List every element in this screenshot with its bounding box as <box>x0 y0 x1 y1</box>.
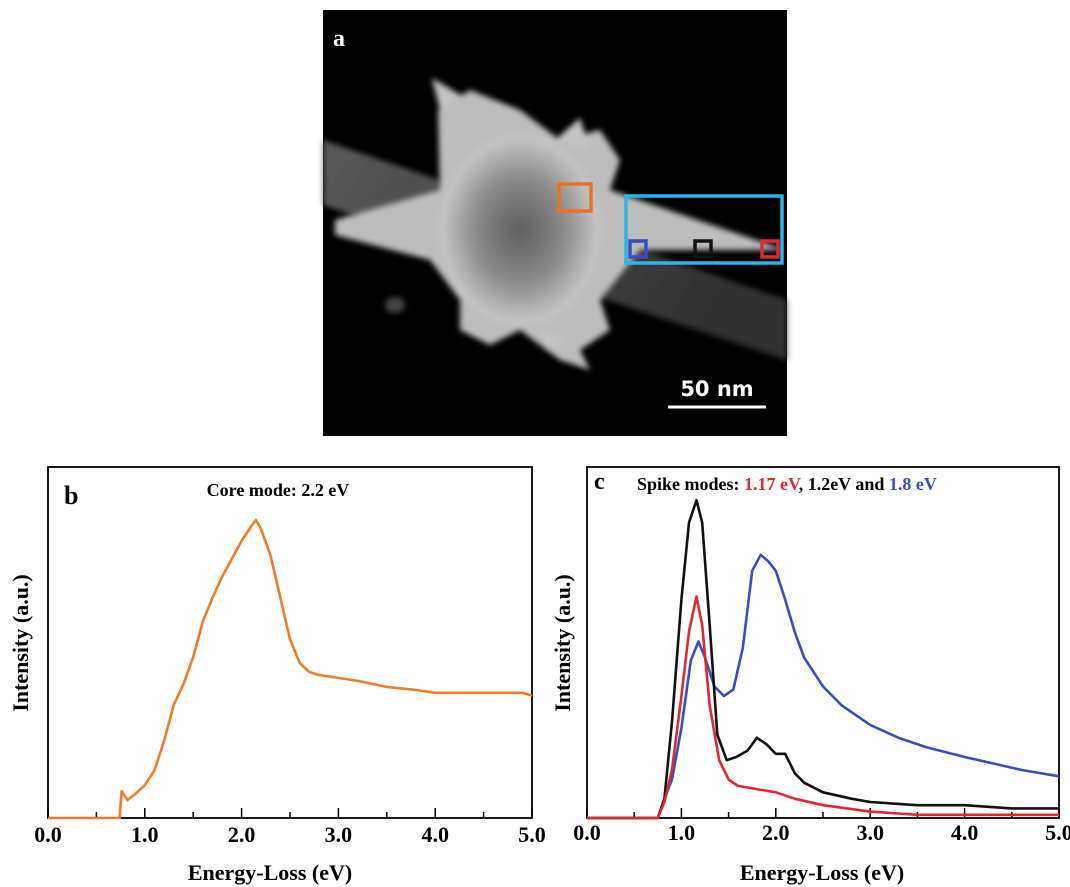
panel-b-x-ticks <box>47 808 533 818</box>
x-tick-label: 5.0 <box>1045 820 1070 845</box>
series-line-3 <box>587 595 1059 820</box>
x-tick-label: 2.0 <box>228 822 256 847</box>
panel-a-label: a <box>333 26 345 52</box>
x-tick-label: 0.0 <box>34 822 62 847</box>
x-tick-label: 1.0 <box>131 822 159 847</box>
scale-bar-label: 50 nm <box>680 377 753 401</box>
panel-b-chart: 0.0 1.0 2.0 3.0 4.0 5.0 b Core mode: 2.2 eV E… <box>8 466 546 885</box>
panel-c-title-part-1: Spike modes: <box>637 474 744 494</box>
panel-b-x-axis-label: Energy-Loss (eV) <box>188 860 352 885</box>
x-tick-label: 5.0 <box>518 822 546 847</box>
x-tick-label: 3.0 <box>856 820 884 845</box>
panel-a-image: 50 nm a <box>323 10 787 436</box>
core-region-box <box>557 182 593 213</box>
x-tick-label: 3.0 <box>325 822 353 847</box>
panel-c-title-part-2: 1.17 eV <box>744 474 801 494</box>
series-line-1 <box>587 553 1060 820</box>
series-line-1 <box>48 518 533 820</box>
panel-c-series <box>587 498 1060 820</box>
x-tick-label: 1.0 <box>668 820 696 845</box>
spike-tip-marker <box>760 239 780 259</box>
x-tick-label: 2.0 <box>762 820 790 845</box>
panel-b-series <box>48 518 533 820</box>
panel-c-x-axis-label: Energy-Loss (eV) <box>740 860 904 885</box>
spike-middle-marker <box>693 239 713 259</box>
x-tick-label: 0.0 <box>573 820 601 845</box>
panel-b-label: b <box>64 481 78 510</box>
panel-c-title-part-4: 1.8 eV <box>889 474 937 494</box>
panel-c-title: Spike modes: 1.17 eV, 1.2eV and 1.8 eV <box>637 474 937 494</box>
panel-c-x-tick-labels: 0.0 1.0 2.0 3.0 4.0 5.0 <box>573 820 1070 845</box>
x-tick-label: 4.0 <box>951 820 979 845</box>
spike-base-marker <box>628 239 648 259</box>
panel-b-title: Core mode: 2.2 eV <box>207 480 350 500</box>
x-tick-label: 4.0 <box>421 822 449 847</box>
spike-region-box <box>624 194 784 265</box>
panel-c-label: c <box>594 469 605 495</box>
panel-c-title-part-3: , 1.2eV and <box>799 474 889 494</box>
series-line-2 <box>587 498 1059 820</box>
panel-c-frame <box>586 466 1060 819</box>
panel-c-y-axis-label: Intensity (a.u.) <box>550 574 575 712</box>
panel-c-chart: 0.0 1.0 2.0 3.0 4.0 5.0 c Spike modes: 1.17 e… <box>550 466 1070 885</box>
panel-b-x-tick-labels: 0.0 1.0 2.0 3.0 4.0 5.0 <box>34 822 546 847</box>
panel-b-y-axis-label: Intensity (a.u.) <box>8 574 33 712</box>
